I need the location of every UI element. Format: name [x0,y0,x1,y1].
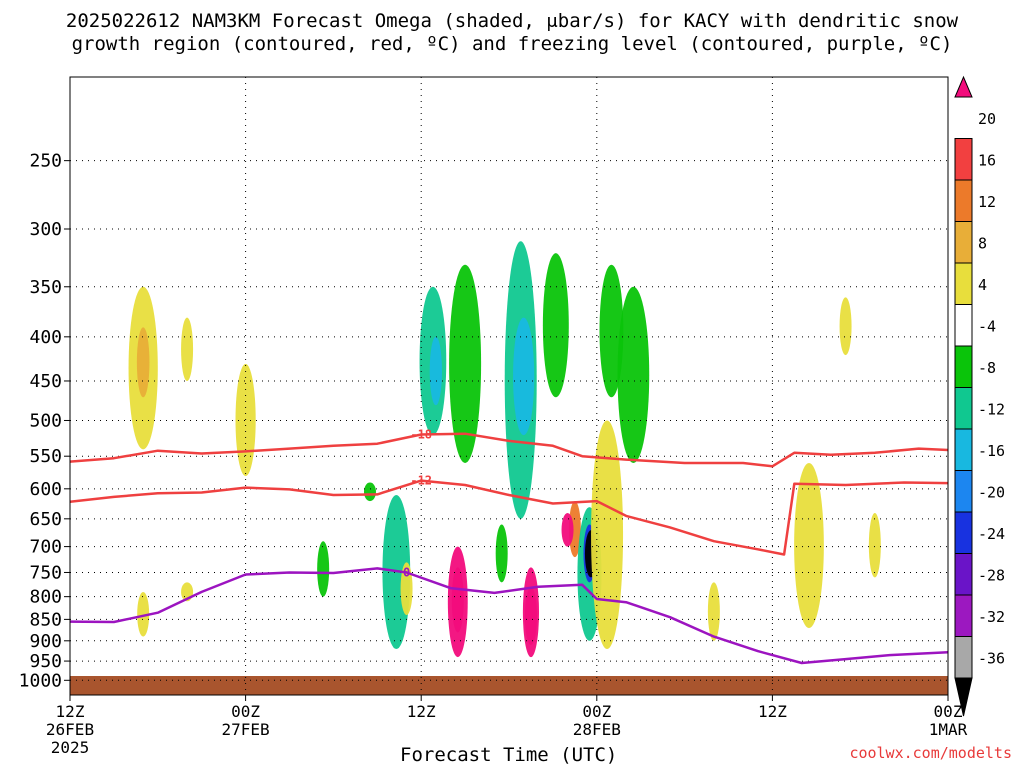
x-tick-label: 27FEB [222,720,270,739]
colorbar-bottom-arrow [954,677,973,717]
x-tick-label: 00Z [582,702,611,721]
omega-cell [868,513,881,578]
colorbar-label: -4 [978,318,996,336]
contour-line [70,567,948,665]
chart-title-line-2: growth region (contoured, red, ºC) and f… [71,33,953,55]
x-tick-label: 1MAR [929,720,968,739]
omega-cell [400,562,413,615]
colorbar-segment [954,636,973,679]
colorbar-segment [954,387,973,430]
ground-surface-band [70,676,948,695]
x-tick-label: 00Z [934,702,963,721]
x-tick-label: 28FEB [573,720,621,739]
colorbar-top-arrow [954,75,973,98]
omega-cell [495,524,508,583]
y-tick-label: 900 [29,631,62,652]
omega-cell [363,482,376,502]
omega-cell [617,286,650,463]
y-tick-label: 600 [29,479,62,500]
colorbar-label: -8 [978,359,996,377]
colorbar-label: -20 [978,484,1005,502]
colorbar-label: 16 [978,152,996,170]
contour-line [70,479,948,556]
y-tick-label: 750 [29,562,62,583]
x-tick-label: 00Z [231,702,260,721]
colorbar-label: 8 [978,235,987,253]
omega-cell [839,297,852,356]
y-tick-label: 500 [29,410,62,431]
contour-label: -12 [410,474,432,488]
y-tick-label: 950 [29,651,62,672]
omega-cell [707,582,720,641]
colorbar-label: -24 [978,525,1005,543]
colorbar-label: -16 [978,442,1005,460]
omega-cell [317,541,330,597]
omega-cell [429,336,442,406]
colorbar-segment [954,221,973,264]
omega-cell [794,462,824,629]
omega-cell [542,253,569,398]
omega-cell [235,363,256,477]
colorbar-segment [954,594,973,637]
omega-cell [513,317,535,436]
omega-shading-layer [128,241,881,658]
omega-cell [181,317,194,381]
colorbar-segment [954,262,973,305]
omega-cell [568,501,581,558]
y-axis-ticks: 2503003504004505005506006507007508008509… [19,151,70,691]
y-tick-label: 300 [29,219,62,240]
colorbar-segment [954,428,973,471]
colorbar-segment [954,470,973,513]
colorbar-label: 4 [978,276,987,294]
omega-cell [524,587,537,645]
colorbar-label: -36 [978,650,1005,668]
colorbar-label: 20 [978,110,996,128]
colorbar-label: -32 [978,608,1005,626]
colorbar-label: 12 [978,193,996,211]
y-tick-label: 650 [29,509,62,530]
y-tick-label: 400 [29,327,62,348]
contour-layer: -18 -12 0 [70,427,948,665]
y-tick-label: 350 [29,277,62,298]
chart-title-line-1: 2025022612 NAM3KM Forecast Omega (shaded… [65,10,959,32]
y-tick-label: 550 [29,446,62,467]
x-tick-label: 12Z [758,702,787,721]
omega-cell [561,513,574,547]
colorbar-segment [954,345,973,388]
x-tick-label: 2025 [51,738,90,757]
x-tick-label: 12Z [56,702,85,721]
y-tick-label: 1000 [19,670,62,691]
omega-cell [449,264,482,463]
contour-label: -18 [410,427,432,441]
y-tick-label: 700 [29,537,62,558]
colorbar: 20 16 12 8 4 -4 -8 -12 -16 -20 -24 -28 -32 -36 [954,75,1005,717]
contour-label: 0 [403,565,410,579]
omega-cell [137,591,150,637]
y-tick-label: 250 [29,151,62,172]
colorbar-segment [954,179,973,222]
colorbar-segment [954,511,973,554]
x-axis-title: Forecast Time (UTC) [400,744,618,766]
y-tick-label: 450 [29,371,62,392]
y-tick-label: 800 [29,587,62,608]
omega-cell [599,264,624,398]
omega-cell [591,420,624,650]
colorbar-label: -12 [978,401,1005,419]
site-credit[interactable]: coolwx.com/modelts [849,744,1012,762]
plot-frame [69,76,949,696]
contour-line [70,432,948,468]
grid-lines [70,77,948,695]
colorbar-segment [954,553,973,596]
colorbar-segment [954,138,973,181]
x-tick-label: 12Z [407,702,436,721]
colorbar-label: -28 [978,567,1005,585]
x-tick-label: 26FEB [46,720,94,739]
colorbar-segment [954,304,973,347]
omega-cell [451,567,464,633]
y-tick-label: 850 [29,609,62,630]
omega-cell [136,327,150,398]
